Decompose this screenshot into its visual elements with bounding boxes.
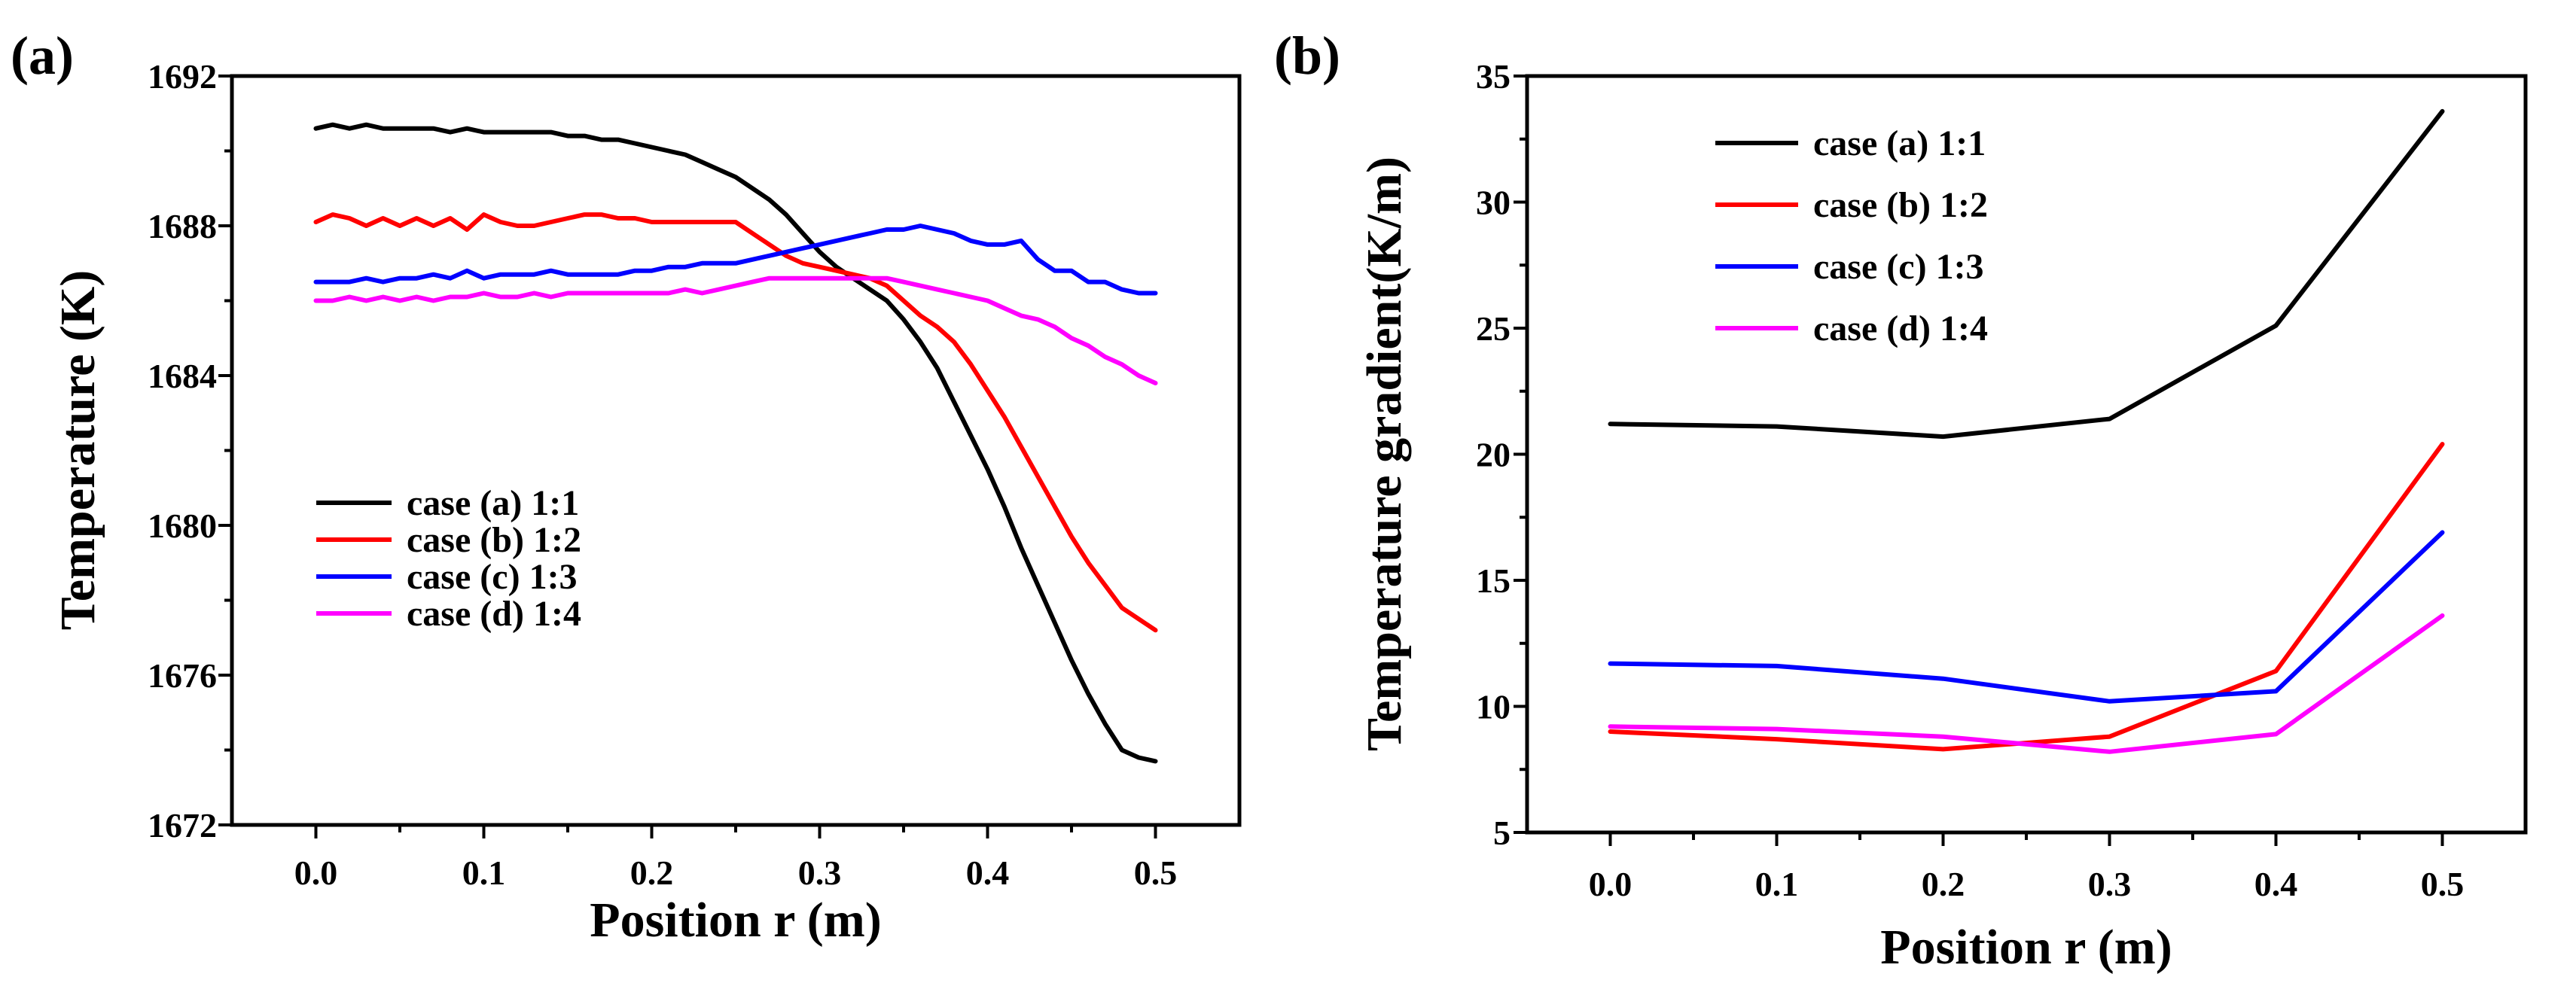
x-tick-label: 0.3	[798, 854, 842, 892]
chart-panel-b: (b) 0.0 0.1 0.2 0.3 0.4 0.5 5 10 15 20 25 30 35 Posi…	[1274, 26, 2528, 975]
series-line-case-d	[1608, 613, 2445, 754]
legend-label: case (a) 1:1	[407, 483, 579, 523]
legend-label: case (c) 1:3	[1813, 247, 1984, 287]
y-tick-label: 1676	[148, 656, 217, 695]
panel-a-y-axis-title: Temperature (K)	[50, 270, 105, 630]
y-tick-label: 1692	[148, 57, 217, 96]
x-tick-label: 0.0	[1589, 865, 1632, 903]
y-tick-label: 1684	[148, 357, 217, 395]
y-tick-label: 15	[1476, 561, 1511, 600]
y-tick-label: 25	[1476, 309, 1511, 348]
y-tick-label: 20	[1476, 436, 1511, 474]
y-tick-label: 1688	[148, 207, 217, 245]
panel-b-x-axis-title: Position r (m)	[1880, 920, 2172, 975]
x-tick-label: 0.5	[2421, 865, 2465, 903]
panel-a-x-axis-title: Position r (m)	[590, 893, 881, 948]
y-tick-label: 1680	[148, 507, 217, 545]
x-tick-label: 0.1	[1755, 865, 1799, 903]
legend-label: case (a) 1:1	[1813, 123, 1986, 163]
panel-b-series	[1608, 108, 2445, 754]
y-tick-label: 10	[1476, 688, 1511, 726]
x-tick-label: 0.0	[294, 854, 338, 892]
y-tick-label: 1672	[148, 806, 217, 844]
series-line-case-b	[313, 212, 1158, 633]
series-line-case-c	[313, 224, 1158, 296]
x-tick-label: 0.1	[462, 854, 506, 892]
legend-label: case (b) 1:2	[407, 520, 581, 560]
x-tick-label: 0.5	[1134, 854, 1178, 892]
series-line-case-a	[1608, 108, 2445, 440]
panel-a-series	[313, 122, 1158, 764]
x-tick-label: 0.4	[2254, 865, 2298, 903]
panel-a-plot-frame	[230, 74, 1242, 827]
panel-b-plot-frame	[1525, 74, 2528, 835]
x-tick-label: 0.3	[2088, 865, 2132, 903]
x-tick-label: 0.2	[630, 854, 674, 892]
panel-a-label: (a)	[11, 26, 74, 86]
x-tick-label: 0.4	[966, 854, 1010, 892]
panel-b-y-axis-title: Temperature gradient(K/m)	[1357, 157, 1412, 751]
panel-b-label: (b)	[1274, 26, 1340, 86]
legend-label: case (d) 1:4	[407, 594, 581, 634]
legend-label: case (c) 1:3	[407, 557, 578, 597]
panel-b-legend: case (a) 1:1 case (b) 1:2 case (c) 1:3 case…	[1715, 123, 1988, 348]
y-tick-label: 5	[1493, 814, 1511, 852]
chart-panel-a: (a) 0.0 0.1 0.2 0.3 0.4 0.5 1672 1676 1680 1684 16…	[11, 26, 1242, 948]
series-line-case-d	[313, 275, 1158, 385]
x-tick-label: 0.2	[1922, 865, 1965, 903]
legend-label: case (b) 1:2	[1813, 185, 1988, 225]
series-line-case-c	[1608, 530, 2445, 704]
panel-b-ticks: 0.0 0.1 0.2 0.3 0.4 0.5 5 10 15 20 25 30 35	[1476, 57, 2464, 903]
panel-a-ticks: 0.0 0.1 0.2 0.3 0.4 0.5 1672 1676 1680 1684 1688 16…	[148, 57, 1177, 892]
series-line-case-a	[313, 122, 1158, 764]
legend-label: case (d) 1:4	[1813, 309, 1988, 348]
y-tick-label: 35	[1476, 57, 1511, 96]
y-tick-label: 30	[1476, 184, 1511, 222]
